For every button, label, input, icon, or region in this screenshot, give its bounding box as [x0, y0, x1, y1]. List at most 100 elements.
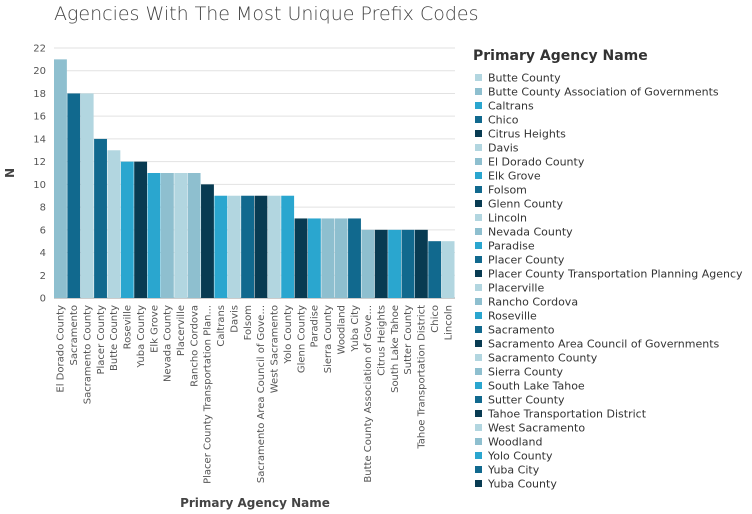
legend-item[interactable]: Folsom — [475, 184, 527, 197]
legend-item[interactable]: Yuba City — [475, 464, 540, 477]
x-tick-label: Woodland — [336, 305, 347, 354]
legend-swatch — [475, 242, 482, 249]
x-tick-label: Butte County — [109, 305, 120, 371]
y-tick-label: 0 — [40, 294, 46, 305]
legend-label: Sacramento — [488, 324, 555, 337]
legend-item[interactable]: Citrus Heights — [475, 128, 566, 141]
legend-item[interactable]: Yuba County — [475, 478, 557, 491]
legend-label: South Lake Tahoe — [488, 380, 585, 393]
legend-item[interactable]: Tahoe Transportation District — [475, 408, 647, 421]
x-tick-label: El Dorado County — [56, 305, 67, 393]
legend-item[interactable]: El Dorado County — [475, 156, 585, 169]
legend-item[interactable]: Butte County Association of Governments — [475, 86, 719, 99]
bar[interactable] — [388, 229, 402, 298]
legend-swatch — [475, 88, 482, 95]
bar[interactable] — [187, 173, 201, 298]
legend-swatch — [475, 200, 482, 207]
bar[interactable] — [201, 184, 214, 298]
legend-swatch — [475, 466, 482, 473]
x-tick-label: Yolo County — [283, 305, 294, 365]
x-tick-label: Sutter County — [403, 305, 414, 375]
x-tick-label: Caltrans — [216, 305, 227, 347]
legend-item[interactable]: Lincoln — [475, 212, 527, 225]
legend-label: West Sacramento — [488, 422, 585, 435]
bar[interactable] — [80, 93, 94, 298]
bar[interactable] — [227, 195, 241, 298]
legend-item[interactable]: Glenn County — [475, 198, 563, 211]
legend-item[interactable]: Sacramento Area Council of Governments — [475, 338, 720, 351]
legend-item[interactable]: Chico — [475, 114, 519, 127]
bar[interactable] — [241, 195, 254, 298]
bar[interactable] — [348, 218, 361, 298]
legend-item[interactable]: Elk Grove — [475, 170, 541, 183]
bar[interactable] — [147, 173, 161, 298]
legend-item[interactable]: Paradise — [475, 240, 535, 253]
y-tick-label: 22 — [33, 44, 46, 55]
bar[interactable] — [267, 195, 281, 298]
y-tick-label: 2 — [40, 271, 46, 282]
legend-label: Butte County — [488, 72, 561, 85]
bar[interactable] — [134, 161, 148, 298]
legend-swatch — [475, 354, 482, 361]
y-tick-label: 8 — [40, 203, 46, 214]
legend-item[interactable]: Butte County — [475, 72, 561, 85]
legend-label: Elk Grove — [488, 170, 541, 183]
bar[interactable] — [94, 138, 107, 298]
legend-label: Yuba County — [487, 478, 557, 491]
bar[interactable] — [428, 241, 442, 298]
legend-item[interactable]: Sierra County — [475, 366, 564, 379]
bar[interactable] — [254, 195, 268, 298]
bar[interactable] — [307, 218, 321, 298]
x-tick-label: Lincoln — [443, 305, 454, 340]
legend-item[interactable]: West Sacramento — [475, 422, 585, 435]
bar[interactable] — [54, 59, 67, 299]
legend-label: El Dorado County — [488, 156, 585, 169]
legend-item[interactable]: Placer County — [475, 254, 565, 267]
legend-item[interactable]: Placer County Transportation Planning Ag… — [475, 268, 743, 281]
legend-item[interactable]: Yolo County — [475, 450, 553, 463]
legend-label: Davis — [488, 142, 519, 155]
bar[interactable] — [174, 173, 188, 298]
legend-item[interactable]: Sacramento County — [475, 352, 598, 365]
bar[interactable] — [294, 218, 308, 298]
bar[interactable] — [281, 195, 295, 298]
legend-item[interactable]: Nevada County — [475, 226, 573, 239]
legend-swatch — [475, 382, 482, 389]
bar[interactable] — [441, 241, 455, 298]
bar[interactable] — [160, 173, 174, 298]
legend-item[interactable]: Woodland — [475, 436, 542, 449]
x-tick-label: Paradise — [310, 305, 321, 347]
x-tick-label: Butte County Association of Gove... — [363, 305, 374, 483]
bar[interactable] — [361, 229, 375, 298]
bar[interactable] — [321, 218, 335, 298]
legend-item[interactable]: Placerville — [475, 282, 544, 295]
legend-item[interactable]: Davis — [475, 142, 519, 155]
legend-label: Woodland — [488, 436, 542, 449]
legend-swatch — [475, 102, 482, 109]
bar[interactable] — [374, 229, 388, 298]
y-tick-label: 16 — [33, 112, 46, 123]
legend-label: Sierra County — [488, 366, 564, 379]
bar[interactable] — [334, 218, 348, 298]
bar[interactable] — [414, 229, 428, 298]
bar[interactable] — [67, 93, 81, 298]
bar[interactable] — [401, 229, 415, 298]
bar[interactable] — [107, 150, 121, 298]
legend-item[interactable]: Caltrans — [475, 100, 534, 113]
legend-item[interactable]: Rancho Cordova — [475, 296, 578, 309]
legend-swatch — [475, 396, 482, 403]
legend-item[interactable]: Sutter County — [475, 394, 565, 407]
legend-swatch — [475, 326, 482, 333]
legend-label: Folsom — [488, 184, 527, 197]
legend-item[interactable]: South Lake Tahoe — [475, 380, 585, 393]
bar[interactable] — [120, 161, 134, 298]
legend-item[interactable]: Roseville — [475, 310, 537, 323]
legend-label: Placer County — [488, 254, 565, 267]
legend-item[interactable]: Sacramento — [475, 324, 555, 337]
legend-swatch — [475, 186, 482, 193]
x-tick-label: Placer County — [96, 305, 107, 375]
legend-label: Sutter County — [488, 394, 565, 407]
bar[interactable] — [214, 195, 228, 298]
